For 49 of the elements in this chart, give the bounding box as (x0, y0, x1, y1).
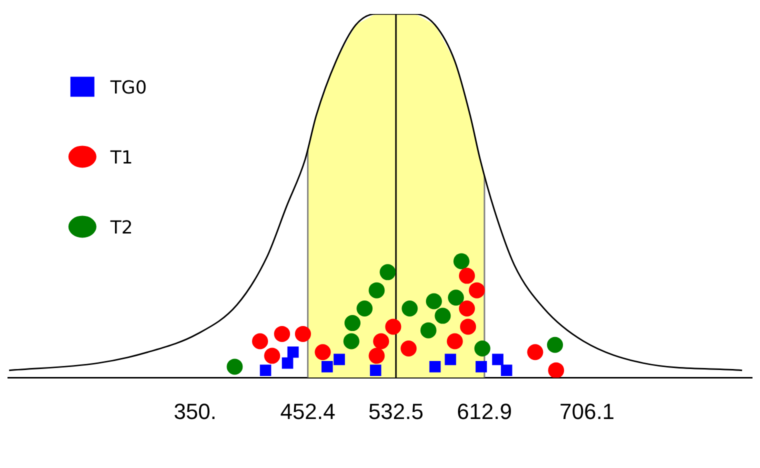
point (548, 362, 564, 378)
point (226, 358, 243, 375)
point (380, 264, 396, 280)
point (344, 315, 360, 332)
point (434, 308, 451, 324)
point (460, 318, 476, 335)
point (368, 282, 385, 298)
legend-label: TG0 (109, 77, 147, 98)
point (448, 290, 464, 306)
point (294, 326, 311, 342)
point (444, 354, 456, 366)
point (500, 364, 512, 376)
point (458, 300, 475, 317)
x-tick-label: 706.1 (559, 398, 615, 424)
x-tick-label: 532.5 (368, 398, 424, 424)
point (287, 346, 299, 358)
x-tick-label: 612.9 (456, 398, 512, 424)
point (446, 333, 463, 350)
point (453, 253, 470, 270)
legend-label: T2 (109, 217, 133, 238)
point (282, 357, 294, 369)
point (474, 340, 490, 357)
point (385, 318, 402, 335)
point (476, 361, 487, 372)
point (260, 364, 272, 376)
point (527, 344, 544, 360)
point (334, 354, 345, 366)
point (420, 322, 436, 338)
point (322, 361, 333, 372)
x-tick-label: 452.4 (280, 398, 336, 424)
point (356, 300, 373, 317)
point (402, 300, 418, 317)
legend-label: T1 (109, 147, 133, 168)
point (370, 364, 382, 376)
point (373, 333, 390, 350)
point (426, 293, 442, 310)
x-tick-label: 350. (174, 398, 217, 424)
point (264, 348, 280, 364)
point (468, 282, 485, 298)
point (368, 348, 385, 364)
point (400, 340, 417, 357)
point (274, 326, 290, 342)
point (492, 354, 504, 366)
point (546, 336, 563, 353)
point (314, 344, 331, 360)
point (252, 333, 268, 350)
point (429, 361, 441, 372)
point (458, 268, 475, 284)
point (343, 333, 360, 350)
